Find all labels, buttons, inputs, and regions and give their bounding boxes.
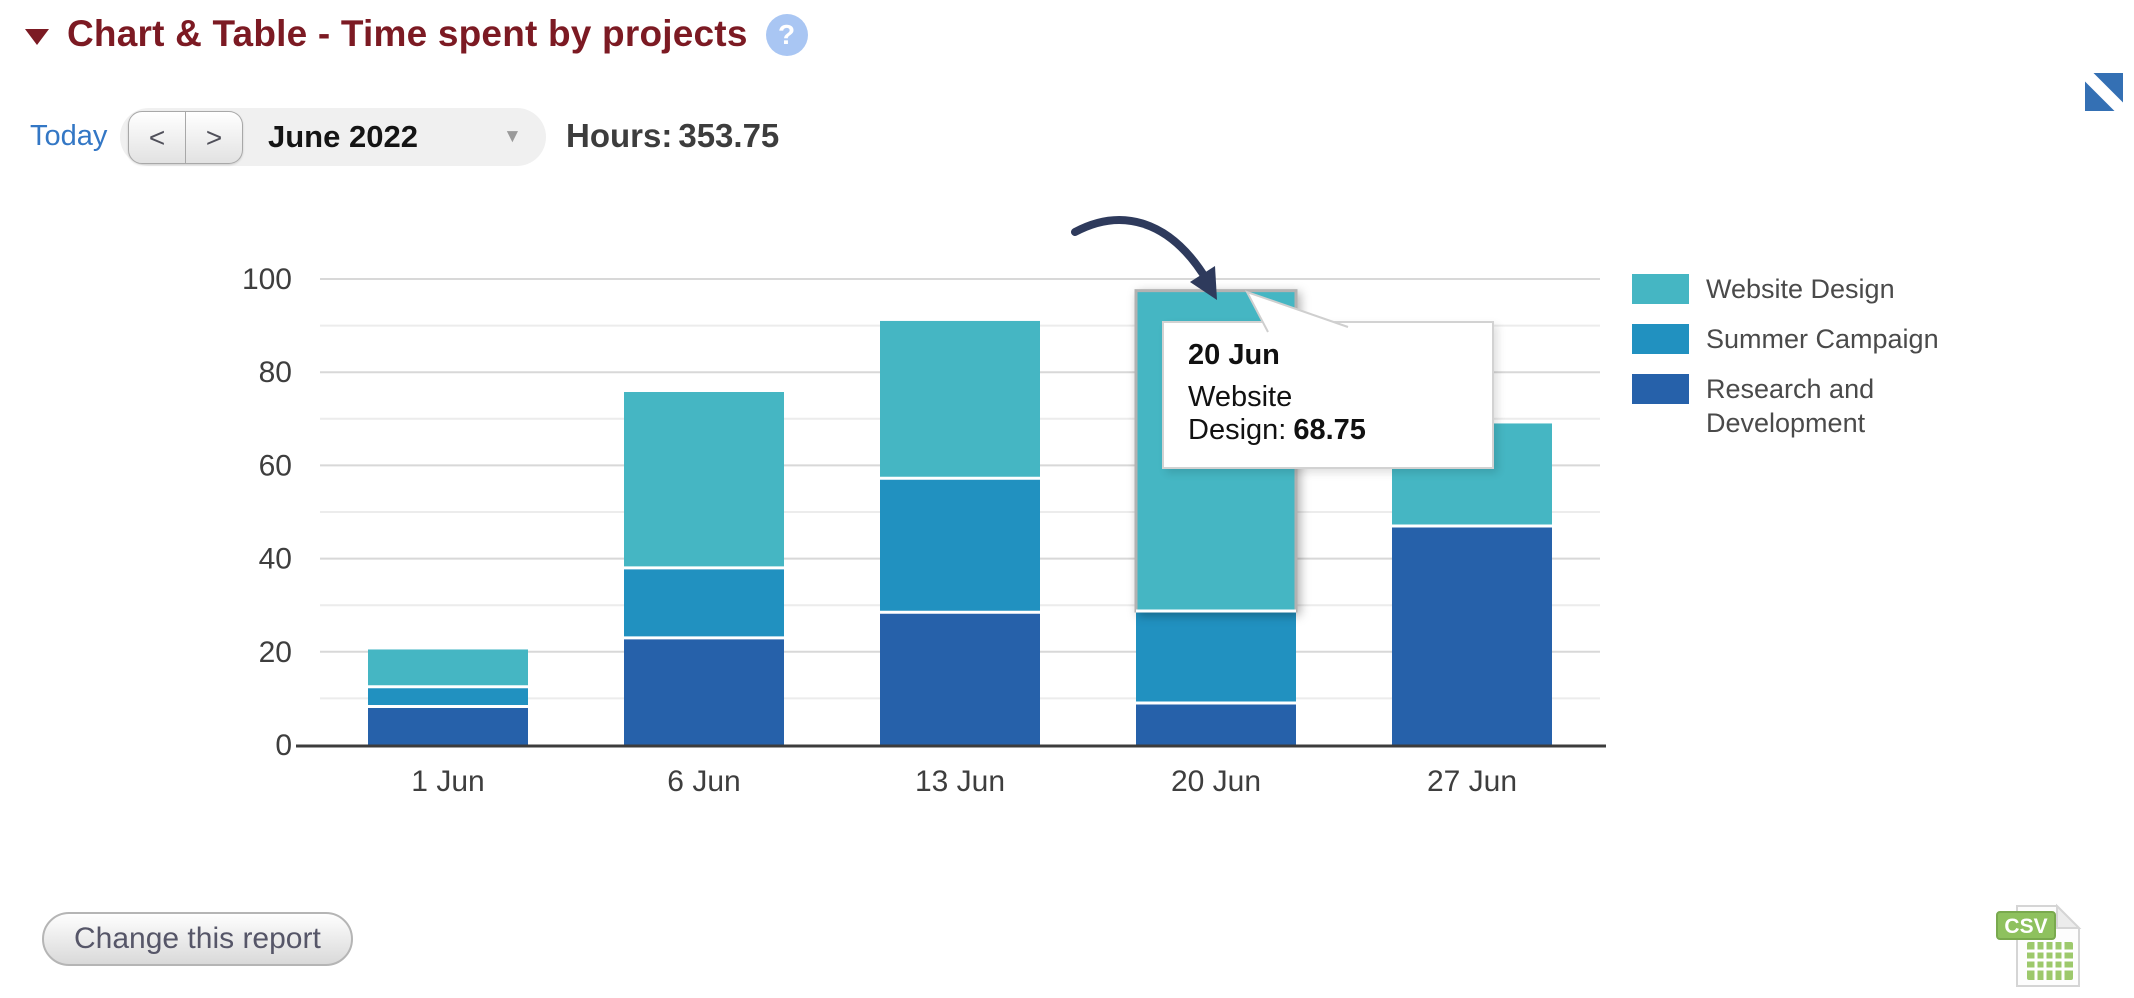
corner-icon-stripe — [2085, 73, 2123, 111]
hours-label: Hours: — [566, 117, 673, 154]
bar-segment[interactable] — [880, 478, 1040, 613]
bar-segment[interactable] — [624, 392, 784, 568]
bar-segment[interactable] — [1136, 703, 1296, 745]
bar-segment[interactable] — [368, 686, 528, 707]
corner-diagonal-icon[interactable] — [2085, 73, 2123, 111]
legend-swatch — [1632, 324, 1689, 354]
legend-item[interactable]: Summer Campaign — [1632, 322, 1946, 356]
csv-badge-label: CSV — [2004, 915, 2047, 938]
legend-swatch — [1632, 374, 1689, 404]
legend-label: Research and Development — [1706, 374, 1875, 438]
y-tick-label: 100 — [242, 263, 292, 296]
bar-segment[interactable] — [368, 706, 528, 745]
legend-item[interactable]: Research and Development — [1632, 372, 1946, 440]
period-selector[interactable]: June 2022 — [268, 119, 418, 154]
bar-segment[interactable] — [624, 567, 784, 638]
bar-segment[interactable] — [880, 612, 1040, 745]
x-tick-label: 1 Jun — [411, 765, 484, 798]
legend-label: Website Design — [1706, 274, 1895, 304]
chevron-down-icon[interactable]: ▼ — [503, 126, 522, 147]
csv-export-icon[interactable]: CSV — [1995, 898, 2090, 993]
legend-item[interactable]: Website Design — [1632, 272, 1946, 306]
bar-segment[interactable] — [1392, 525, 1552, 745]
help-icon[interactable]: ? — [765, 14, 808, 56]
tooltip-series-line: Website Design: 68.75 — [1188, 381, 1468, 447]
next-period-button[interactable]: > — [186, 111, 243, 164]
tooltip-pointer — [1244, 290, 1349, 333]
hours-total: Hours: 353.75 — [566, 117, 785, 155]
csv-page-fold — [2056, 903, 2082, 929]
today-link[interactable]: Today — [30, 120, 108, 152]
csv-grid-lines — [2027, 942, 2073, 980]
change-report-button[interactable]: Change this report — [42, 912, 353, 966]
bar-segment[interactable] — [1136, 611, 1296, 704]
collapse-triangle-icon[interactable] — [25, 29, 49, 45]
y-tick-label: 60 — [259, 449, 292, 482]
page-title: Chart & Table - Time spent by projects — [67, 13, 748, 54]
x-tick-label: 13 Jun — [915, 765, 1005, 798]
bar-segment[interactable] — [880, 320, 1040, 479]
chart-legend: Website Design Summer Campaign Research an… — [1632, 272, 1946, 456]
chart-tooltip: 20 Jun Website Design: 68.75 — [1162, 321, 1494, 469]
y-tick-label: 40 — [259, 543, 292, 576]
period-nav-group: < > — [128, 111, 243, 164]
legend-swatch — [1632, 274, 1689, 304]
x-tick-label: 20 Jun — [1171, 765, 1261, 798]
bar-segment[interactable] — [368, 649, 528, 687]
tooltip-date: 20 Jun — [1188, 339, 1280, 371]
csv-badge — [1996, 911, 2056, 940]
tooltip-series-label: Website Design: — [1188, 381, 1293, 446]
x-tick-label: 6 Jun — [667, 765, 740, 798]
y-tick-label: 20 — [259, 636, 292, 669]
report-header: Chart & Table - Time spent by projects ? — [25, 12, 808, 56]
y-tick-label: 0 — [275, 729, 292, 762]
hours-value: 353.75 — [678, 117, 780, 154]
x-tick-label: 27 Jun — [1427, 765, 1517, 798]
tooltip-pointer-shape — [1244, 290, 1349, 333]
legend-label: Summer Campaign — [1706, 324, 1939, 354]
tooltip-value: 68.75 — [1293, 414, 1366, 446]
y-tick-label: 80 — [259, 356, 292, 389]
bar-segment[interactable] — [624, 637, 784, 745]
prev-period-button[interactable]: < — [128, 111, 186, 164]
